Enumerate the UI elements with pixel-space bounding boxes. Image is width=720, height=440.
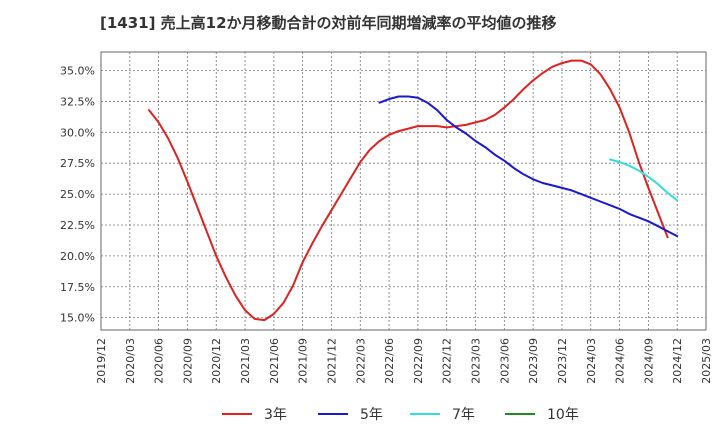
legend-label-1: 3年 bbox=[264, 407, 287, 423]
x-tick-label: 2021/12 bbox=[325, 338, 338, 384]
x-tick-label: 2024/12 bbox=[671, 338, 684, 384]
x-tick-label: 2024/03 bbox=[585, 338, 598, 384]
grid-lines bbox=[101, 52, 706, 330]
series-lines bbox=[148, 59, 679, 322]
x-axis-ticks: 2019/12 2020/03 2020/06 2020/09 2020/12 2021/… bbox=[95, 338, 713, 384]
x-tick-label: 2023/03 bbox=[470, 338, 483, 384]
x-tick-label: 2021/06 bbox=[268, 338, 281, 384]
x-tick-label: 2020/06 bbox=[153, 338, 166, 384]
series-line-2 bbox=[378, 95, 679, 238]
y-tick-label: 35.0% bbox=[60, 65, 95, 78]
y-axis-ticks: 15.0% 17.5% 20.0% 22.5% 25.0% 27.5% 30.0% 32.5%… bbox=[60, 65, 95, 325]
x-tick-label: 2020/09 bbox=[181, 338, 194, 384]
series-line-1 bbox=[148, 59, 669, 322]
x-tick-label: 2021/03 bbox=[239, 338, 252, 384]
x-tick-label: 2022/09 bbox=[412, 338, 425, 384]
x-tick-label: 2021/09 bbox=[297, 338, 310, 384]
legend-label-2: 5年 bbox=[360, 407, 383, 423]
x-tick-label: 2024/09 bbox=[642, 338, 655, 384]
chart-title: [1431] 売上高12か月移動合計の対前年同期増減率の平均値の推移 bbox=[100, 14, 557, 32]
y-tick-label: 30.0% bbox=[60, 126, 95, 139]
legend-label-4: 10年 bbox=[547, 407, 579, 423]
legend: 3年 5年 7年 10年 bbox=[222, 407, 579, 423]
y-tick-label: 27.5% bbox=[60, 157, 95, 170]
y-tick-label: 32.5% bbox=[60, 95, 95, 108]
x-tick-label: 2023/12 bbox=[556, 338, 569, 384]
x-tick-label: 2022/12 bbox=[441, 338, 454, 384]
legend-label-3: 7年 bbox=[452, 407, 475, 423]
y-tick-label: 22.5% bbox=[60, 219, 95, 232]
series-line-3 bbox=[609, 158, 679, 202]
x-tick-label: 2020/03 bbox=[124, 338, 137, 384]
y-tick-label: 15.0% bbox=[60, 312, 95, 325]
x-tick-label: 2023/06 bbox=[498, 338, 511, 384]
x-tick-label: 2022/06 bbox=[383, 338, 396, 384]
plot-area bbox=[100, 51, 707, 331]
x-tick-label: 2019/12 bbox=[95, 338, 108, 384]
y-tick-label: 25.0% bbox=[60, 188, 95, 201]
y-tick-label: 17.5% bbox=[60, 281, 95, 294]
x-tick-label: 2022/03 bbox=[354, 338, 367, 384]
x-tick-label: 2023/09 bbox=[527, 338, 540, 384]
x-tick-label: 2020/12 bbox=[210, 338, 223, 384]
x-tick-label: 2025/03 bbox=[700, 338, 713, 384]
x-tick-label: 2024/06 bbox=[614, 338, 627, 384]
y-tick-label: 20.0% bbox=[60, 250, 95, 263]
